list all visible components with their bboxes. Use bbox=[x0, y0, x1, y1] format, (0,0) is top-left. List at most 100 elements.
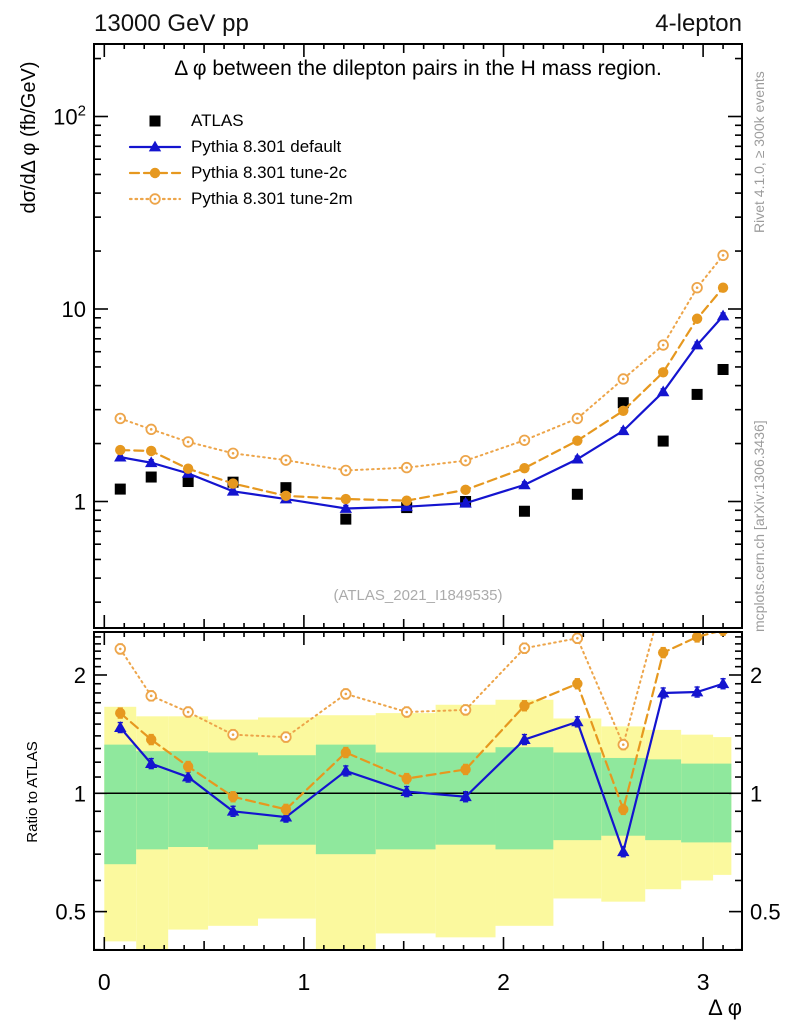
tune2c-data-point bbox=[618, 405, 629, 416]
series-line bbox=[119, 633, 655, 748]
tune2m-data-point-dot bbox=[149, 428, 153, 431]
tune2m-data-point-dot bbox=[118, 417, 122, 420]
series-pythia-8-301-default bbox=[114, 677, 730, 858]
tune2m-data-point-dot bbox=[405, 466, 408, 469]
tick-label-exponent: 2 bbox=[78, 103, 86, 120]
default-data-point bbox=[145, 456, 158, 468]
green-uncertainty-band bbox=[553, 752, 602, 841]
default-data-point bbox=[145, 757, 158, 769]
tune2m-data-point-dot bbox=[284, 458, 288, 462]
legend-label: Pythia 8.301 default bbox=[191, 137, 342, 156]
tune2m-data-point-dot bbox=[464, 459, 467, 462]
tick-label: 1 bbox=[298, 969, 311, 995]
tune2c-data-point bbox=[519, 700, 530, 711]
default-data-point bbox=[617, 845, 630, 857]
tune2c-data-point bbox=[227, 478, 239, 489]
default-data-point bbox=[617, 424, 630, 436]
tune2c-data-point bbox=[280, 490, 292, 502]
default-data-point bbox=[690, 685, 704, 697]
tune2c-data-point bbox=[149, 167, 161, 179]
tune2c-data-point bbox=[519, 462, 530, 474]
tune2m-data-point-dot bbox=[621, 377, 625, 381]
pythia-tune2c-marker-icon bbox=[128, 167, 182, 179]
legend-item-pythia-tune2c: Pythia 8.301 tune-2c bbox=[128, 162, 353, 184]
tune2m-data-point-dot bbox=[721, 254, 725, 257]
tune2c-data-point bbox=[401, 495, 412, 506]
atlas-data-point bbox=[571, 488, 583, 500]
series-atlas bbox=[114, 363, 729, 525]
atlas-marker-icon bbox=[149, 115, 161, 127]
tune2m-data-point-dot bbox=[284, 735, 288, 739]
tick-label: 3 bbox=[697, 969, 710, 995]
tick-label: 0 bbox=[98, 969, 111, 995]
series-pythia-8-301-tune-2m bbox=[114, 249, 729, 477]
series-pythia-8-301-default bbox=[114, 309, 730, 513]
tune2m-data-point-dot bbox=[576, 636, 579, 640]
atlas-data-point bbox=[182, 476, 194, 488]
atlas-data-point bbox=[145, 471, 157, 483]
tick-label: 2 bbox=[750, 663, 762, 688]
header-analysis-channel: 4-lepton bbox=[655, 10, 742, 37]
default-data-point bbox=[400, 785, 413, 797]
analysis-id-watermark: (ATLAS_2021_I1849535) bbox=[333, 587, 503, 604]
series-pythia-8-301-tune-2m bbox=[114, 571, 702, 751]
default-data-point bbox=[690, 338, 704, 350]
default-data-point bbox=[226, 484, 240, 496]
green-uncertainty-band bbox=[681, 763, 714, 843]
axis-ticks bbox=[94, 44, 742, 951]
tune2c-data-point bbox=[657, 647, 669, 658]
tune2m-data-point bbox=[692, 571, 702, 581]
tick-label: 102 bbox=[53, 103, 86, 130]
ratio-panel-frame bbox=[93, 631, 743, 951]
green-uncertainty-band bbox=[375, 752, 436, 850]
main-y-axis-label: dσ/dΔ φ (fb/GeV) bbox=[18, 61, 40, 214]
tune2m-data-point-dot bbox=[344, 692, 348, 696]
legend: ATLAS Pythia 8.301 default Pythia 8.301 … bbox=[128, 110, 353, 214]
legend-label: Pythia 8.301 tune-2m bbox=[191, 189, 353, 208]
tune2c-data-point bbox=[115, 444, 126, 456]
tick-label: 1 bbox=[750, 781, 762, 806]
tune2m-data-point-dot bbox=[149, 694, 153, 698]
default-data-point bbox=[716, 677, 730, 689]
tune2c-data-point bbox=[280, 804, 292, 815]
atlas-data-point bbox=[280, 482, 292, 494]
default-data-point bbox=[459, 496, 472, 508]
green-uncertainty-band bbox=[645, 759, 682, 841]
tune2m-data-point-dot bbox=[186, 440, 190, 444]
default-data-point bbox=[518, 478, 531, 490]
tune2m-data-point-dot bbox=[405, 710, 408, 714]
legend-item-atlas: ATLAS bbox=[128, 110, 353, 132]
default-data-point bbox=[181, 770, 195, 782]
legend-label: Pythia 8.301 tune-2c bbox=[191, 163, 347, 182]
atlas-data-point bbox=[657, 435, 669, 447]
tune2m-data-point-dot bbox=[661, 343, 665, 347]
ratio-bands bbox=[104, 699, 732, 949]
tune2c-data-point bbox=[618, 804, 629, 815]
tune2c-data-point bbox=[460, 764, 471, 775]
green-uncertainty-band bbox=[257, 755, 316, 845]
legend-item-pythia-tune2m: Pythia 8.301 tune-2m bbox=[128, 188, 353, 210]
tune2m-data-point-dot bbox=[695, 286, 699, 290]
default-data-point bbox=[571, 452, 584, 464]
tune2c-data-point bbox=[182, 761, 194, 772]
tune2c-data-point bbox=[657, 367, 669, 378]
tune2m-data-point-dot bbox=[696, 574, 699, 577]
tune2m-data-point-dot bbox=[231, 451, 235, 455]
legend-label: ATLAS bbox=[191, 111, 244, 130]
atlas-data-point bbox=[617, 397, 629, 409]
series-line bbox=[119, 314, 725, 510]
main-panel-frame bbox=[93, 43, 743, 629]
tune2c-data-point bbox=[227, 791, 239, 802]
tick-label: 2 bbox=[497, 969, 510, 995]
tune2c-data-point bbox=[146, 734, 157, 745]
tune2m-data-point-dot bbox=[523, 438, 526, 442]
series-line bbox=[119, 682, 725, 856]
tune2c-data-point bbox=[115, 707, 126, 719]
default-data-point bbox=[518, 733, 531, 744]
default-data-point bbox=[339, 502, 353, 513]
atlas-data-point bbox=[691, 388, 703, 400]
default-data-point bbox=[656, 385, 670, 397]
series-line bbox=[119, 254, 725, 472]
atlas-data-point bbox=[518, 505, 530, 517]
